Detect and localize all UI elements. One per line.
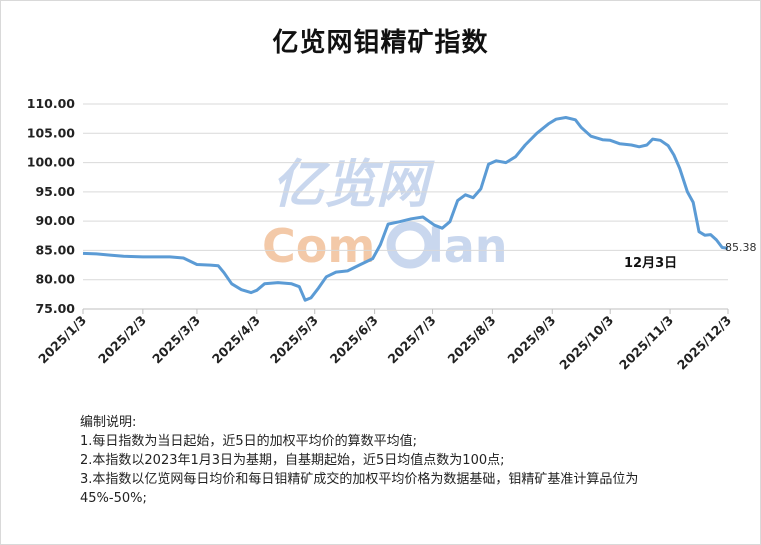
notes-line3: 3.本指数以亿览网每日均价和每日钼精矿成交的加权平均价格为数据基础，钼精矿基准计… [80, 472, 639, 506]
x-tick-label: 2025/10/3 [556, 313, 616, 373]
x-tick-label: 2025/5/3 [267, 313, 321, 367]
y-tick-label: 90.00 [35, 213, 75, 228]
notes-heading: 编制说明: [80, 415, 137, 430]
notes-line2: 2.本指数以2023年1月3日为基期，自基期起始，近5日均值点数为100点; [80, 453, 505, 468]
watermark-circle-icon [386, 221, 434, 269]
notes: 编制说明: 1.每日指数为当日起始，近5日的加权平均价的算数平均值; 2.本指数… [80, 413, 680, 508]
y-tick-label: 100.00 [27, 155, 76, 170]
x-tick-label: 2025/11/3 [616, 313, 676, 373]
chart-title: 亿览网钼精矿指数 [272, 28, 489, 58]
y-tick-label: 105.00 [27, 125, 76, 140]
watermark-com: Com [262, 219, 375, 273]
x-tick-label: 2025/1/3 [35, 313, 89, 367]
x-axis-ticks: 2025/1/3 2025/2/3 2025/3/3 2025/4/3 2025/5/3… [35, 309, 734, 373]
y-tick-label: 85.00 [35, 242, 75, 257]
x-tick-label: 2025/4/3 [209, 313, 263, 367]
x-tick-label: 2025/3/3 [149, 313, 203, 367]
x-tick-label: 2025/9/3 [504, 313, 558, 367]
watermark-logo: 亿览网 Com lan [262, 155, 508, 273]
y-tick-label: 95.00 [35, 184, 75, 199]
series-line [82, 116, 729, 302]
x-tick-label: 2025/12/3 [674, 313, 734, 373]
y-tick-label: 110.00 [27, 96, 76, 111]
watermark-line1: 亿览网 [272, 155, 435, 215]
x-tick-label: 2025/7/3 [385, 313, 439, 367]
x-tick-label: 2025/2/3 [95, 313, 149, 367]
end-date-label: 12月3日 [624, 256, 677, 271]
notes-line1: 1.每日指数为当日起始，近5日的加权平均价的算数平均值; [80, 434, 418, 449]
y-tick-label: 80.00 [35, 272, 75, 287]
y-axis-ticks: 75.00 80.00 85.00 90.00 95.00 100.00 105.00 110… [27, 96, 76, 316]
gridlines [83, 103, 728, 310]
end-value-label: 85.38 [725, 241, 757, 254]
x-tick-label: 2025/8/3 [445, 313, 499, 367]
y-tick-label: 75.00 [35, 301, 75, 316]
x-tick-label: 2025/6/3 [327, 313, 381, 367]
